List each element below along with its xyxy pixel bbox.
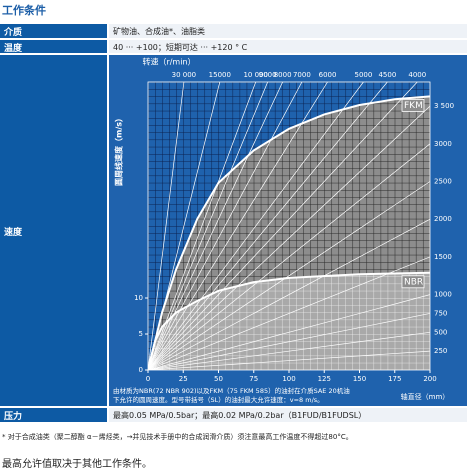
plot-frame xyxy=(147,81,431,371)
speed-line xyxy=(148,313,430,370)
speed-label: 750 xyxy=(434,309,447,317)
speed-label: 3 500 xyxy=(434,102,454,110)
speed-label: 4500 xyxy=(378,71,396,79)
legend-label: NBR xyxy=(404,277,423,287)
row-label: 速度 xyxy=(0,55,107,406)
speed-line xyxy=(148,350,430,370)
speed-line xyxy=(148,294,430,370)
row-label: 温度 xyxy=(0,40,107,54)
speed-label: 500 xyxy=(434,328,447,336)
x-axis-title: 轴直径（mm） xyxy=(401,392,450,401)
speed-label: 9000 xyxy=(259,71,277,79)
y-tick-label: 10 xyxy=(134,294,143,302)
caption: 由材质为NBR(72 NBR 902)以及FKM（75 FKM 585）的油封在… xyxy=(113,386,350,395)
x-tick-label: 50 xyxy=(214,375,223,383)
speed-line xyxy=(148,82,388,370)
speed-line xyxy=(148,256,430,370)
row-value: 最高0.05 MPa/0.5bar；最高0.02 MPa/0.2bar（B1FU… xyxy=(109,408,467,422)
speed-label: 4000 xyxy=(408,71,426,79)
page-title: 工作条件 xyxy=(2,4,46,17)
speed-label: 30 000 xyxy=(172,71,197,79)
row-label: 介质 xyxy=(0,24,107,38)
speed-line xyxy=(148,218,430,370)
x-tick-label: 150 xyxy=(353,375,366,383)
speed-label: 8000 xyxy=(274,71,292,79)
speed-label: 3000 xyxy=(434,140,452,148)
x-tick-label: 25 xyxy=(179,375,188,383)
x-tick-label: 75 xyxy=(249,375,258,383)
speed-label: 5000 xyxy=(355,71,373,79)
series-line xyxy=(148,95,430,370)
speed-label: 6000 xyxy=(319,71,337,79)
speed-line xyxy=(148,82,303,370)
speed-label: 2500 xyxy=(434,178,452,186)
speed-line xyxy=(148,82,418,370)
legend-box xyxy=(401,275,425,289)
top-axis-title: 转速（r/min） xyxy=(142,57,195,67)
caption: 下允许的圆周速度。型号带括号（SL）的油封最大允许速度：v=8 m/s。 xyxy=(113,395,324,404)
chart-cell: 转速（r/min） 圆周线速度（m/s） 轴直径（mm） 由材质为NBR(72 … xyxy=(109,55,467,406)
area-fill xyxy=(148,272,430,370)
speed-line xyxy=(148,105,430,370)
y-tick-label: 0 xyxy=(139,366,143,374)
y-axis-title: 圆周线速度（m/s） xyxy=(114,114,124,186)
x-tick-label: 100 xyxy=(282,375,295,383)
plot xyxy=(148,82,430,370)
speed-label: 1000 xyxy=(434,291,452,299)
speed-line xyxy=(148,82,283,370)
series-line xyxy=(148,271,430,370)
x-tick-label: 125 xyxy=(318,375,331,383)
speed-label: 1500 xyxy=(434,253,452,261)
speed-line xyxy=(148,181,430,370)
legend-box xyxy=(401,99,425,112)
footnote: * 对于合成油类（聚二醇酯 α－烯烃类，→并见技术手册中的合成润滑介质）须注意最… xyxy=(2,433,353,441)
note: 最高允许值取决于其他工作条件。 xyxy=(2,459,152,470)
x-tick-label: 200 xyxy=(423,375,436,383)
speed-label: 15000 xyxy=(209,71,231,79)
row-value: 矿物油、合成油*、油脂类 xyxy=(109,24,467,38)
speed-label: 250 xyxy=(434,347,447,355)
speed-line xyxy=(148,82,364,370)
x-tick-label: 175 xyxy=(388,375,401,383)
x-tick-label: 0 xyxy=(146,375,150,383)
speed-label: 2000 xyxy=(434,215,452,223)
speed-line xyxy=(148,82,185,370)
row-label: 压力 xyxy=(0,408,107,422)
speed-line xyxy=(148,331,430,370)
row-value: 40 ··· +100；短期可达 ··· +120 ° C xyxy=(109,40,467,53)
speed-line xyxy=(148,143,430,370)
y-tick-label: 5 xyxy=(139,330,143,338)
legend-label: FKM xyxy=(404,101,423,111)
speed-label: 10 000 xyxy=(243,71,268,79)
speed-label: 7000 xyxy=(293,71,311,79)
speed-line xyxy=(148,82,328,370)
chart: 转速（r/min） 圆周线速度（m/s） 轴直径（mm） 由材质为NBR(72 … xyxy=(109,55,467,406)
